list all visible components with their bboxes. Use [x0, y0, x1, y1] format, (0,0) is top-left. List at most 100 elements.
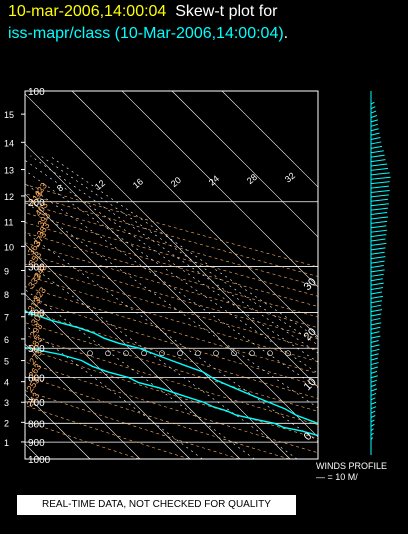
- wind-barb-76: [370, 101, 375, 105]
- wind-barb-62: [370, 163, 388, 167]
- wind-barb-33: [370, 291, 383, 295]
- wind-barb-65: [370, 150, 384, 154]
- wind-barb-45: [370, 238, 386, 242]
- wind-barb-36: [370, 278, 383, 282]
- dry-adiabat-403: [25, 212, 318, 297]
- wind-barb-64: [370, 154, 385, 158]
- wind-barb-1: [370, 432, 374, 436]
- pressure-label-200: 200: [28, 198, 45, 209]
- chart-title-line2: iss-mapr/class (10-Mar-2006,14:00:04).: [8, 25, 288, 43]
- wind-barb-68: [370, 137, 381, 141]
- isotherm: [25, 293, 191, 459]
- wind-barb-24: [370, 331, 380, 335]
- sounding-datetime: 10-mar-2006,14:00:04: [8, 3, 167, 20]
- wind-barb-58: [370, 181, 390, 185]
- wind-barb-13: [370, 379, 378, 383]
- pressure-label-800: 800: [28, 419, 45, 430]
- isotherm: [25, 393, 91, 459]
- title-period: .: [283, 25, 289, 42]
- wind-barb-8: [370, 401, 377, 405]
- height-label-10: 10: [4, 242, 14, 252]
- winds-profile-title: WINDS PROFILE: [316, 461, 388, 471]
- wind-barb-55: [370, 194, 389, 198]
- temperature-profile: [25, 310, 318, 425]
- dry-adiabat-273: [25, 361, 318, 454]
- height-label-4: 4: [4, 378, 9, 388]
- wind-barb-72: [370, 119, 378, 123]
- isotherm: [71, 91, 318, 338]
- wind-barb-11: [370, 388, 378, 392]
- wind-barb-74: [370, 110, 377, 114]
- wind-barb-32: [370, 295, 383, 299]
- wind-barb-43: [370, 247, 386, 251]
- level-marker: [159, 350, 165, 357]
- pressure-label-400: 400: [28, 309, 45, 320]
- wind-barb-26: [370, 322, 382, 326]
- wind-barb-41: [370, 256, 386, 260]
- wind-barb-49: [370, 220, 388, 224]
- wind-barb-35: [370, 282, 384, 286]
- isotherm: [25, 93, 318, 388]
- right-temp-label-20: 20: [302, 326, 319, 343]
- wind-barb-6: [370, 410, 376, 414]
- wind-barb-37: [370, 273, 384, 277]
- isotherm: [25, 193, 291, 459]
- wind-barb-19: [370, 353, 379, 357]
- height-label-1: 1: [4, 438, 9, 448]
- wind-barb-57: [370, 185, 389, 189]
- moist-adiabat-label-28: 28: [245, 172, 259, 186]
- height-label-5: 5: [4, 357, 9, 367]
- height-label-3: 3: [4, 398, 9, 408]
- mixing-ratio-line: [30, 155, 318, 354]
- wind-barb-47: [370, 229, 388, 233]
- dry-adiabat-383: [25, 232, 318, 318]
- wind-barb-4: [370, 419, 375, 423]
- level-marker: [105, 350, 111, 357]
- wind-barb-71: [370, 123, 378, 127]
- pressure-label-700: 700: [28, 398, 45, 409]
- wind-barb-48: [370, 225, 387, 229]
- wind-barb-69: [370, 132, 380, 136]
- dewpoint-profile: [25, 347, 318, 437]
- wind-barb-3: [370, 423, 375, 427]
- moist-adiabat-label-16: 16: [131, 176, 145, 190]
- wind-barb-60: [370, 172, 390, 176]
- quality-notice: REAL-TIME DATA, NOT CHECKED FOR QUALITY: [17, 495, 296, 515]
- wind-barb-17: [370, 362, 379, 366]
- wind-barb-10: [370, 392, 377, 396]
- wind-barb-28: [370, 313, 382, 317]
- wind-barb-27: [370, 317, 381, 321]
- wind-barb-9: [370, 397, 376, 401]
- isotherm: [221, 91, 318, 188]
- wind-barb-73: [370, 114, 378, 118]
- dry-adiabat-233: [25, 420, 140, 459]
- wind-barb-50: [370, 216, 389, 220]
- wind-barb-67: [370, 141, 382, 145]
- dry-adiabat-283: [25, 348, 318, 439]
- wind-barb-70: [370, 128, 379, 132]
- wind-barb-63: [370, 159, 386, 163]
- level-marker: [249, 350, 255, 357]
- wind-barb-29: [370, 309, 383, 313]
- right-temp-label-30: 30: [302, 276, 319, 293]
- moist-adiabat-label-20: 20: [169, 175, 183, 189]
- wind-barb-21: [370, 344, 380, 348]
- mixing-ratio-line: [25, 159, 318, 363]
- wind-barb-0: [370, 437, 374, 440]
- wind-barb-54: [370, 198, 389, 202]
- wind-barb-12: [370, 384, 377, 388]
- dry-adiabat-433: [25, 184, 318, 268]
- wind-barb-20: [370, 348, 380, 352]
- height-label-11: 11: [4, 218, 13, 228]
- pressure-label-900: 900: [28, 438, 45, 449]
- wind-barb-46: [370, 234, 387, 238]
- wind-scale-legend: — = 10 M/: [316, 472, 358, 482]
- height-label-13: 13: [4, 166, 14, 176]
- mixing-ratio-line: [49, 155, 318, 339]
- height-label-15: 15: [4, 110, 14, 120]
- wind-barb-31: [370, 300, 383, 304]
- plot-label: Skew-t plot for: [175, 3, 278, 20]
- mixing-ratio-line: [40, 155, 318, 346]
- level-marker: [87, 350, 93, 357]
